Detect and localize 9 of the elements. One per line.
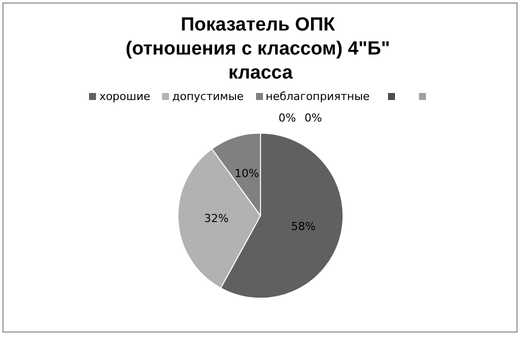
legend-label: допустимые (172, 90, 244, 103)
data-label: 10% (234, 167, 260, 180)
text: 0% (304, 112, 322, 125)
chart-title: Показатель ОПК (отношения с классом) 4"Б" класса (126, 14, 396, 84)
legend-label: хорошие (99, 90, 150, 103)
legend-label: неблагоприятные (266, 90, 370, 103)
data-label: 58% (291, 220, 316, 234)
data-label: 32% (204, 212, 229, 225)
text: 0% (278, 112, 296, 125)
